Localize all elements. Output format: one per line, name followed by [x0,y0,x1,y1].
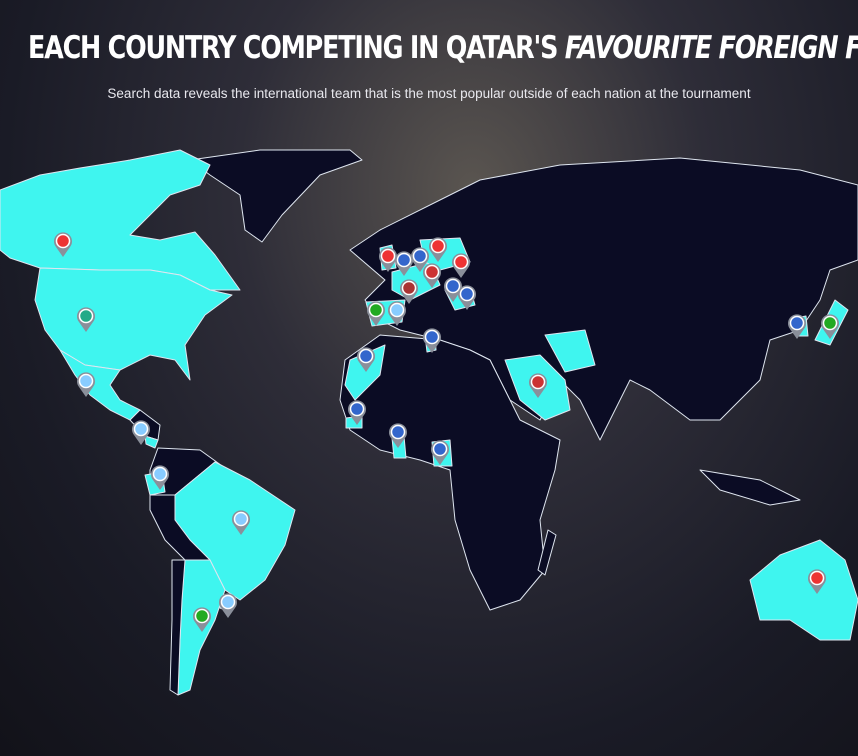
pin-flag [401,280,417,296]
pin-flag [233,511,249,527]
pin-flag [424,329,440,345]
pin-flag [220,594,236,610]
pin-flag [424,264,440,280]
pin-flag [396,252,412,268]
iran [544,329,596,373]
usa [34,267,233,381]
pin-flag [432,441,448,457]
pin-flag [380,248,396,264]
pin-flag [78,308,94,324]
pin-flag [78,373,94,389]
pin-flag [349,401,365,417]
australia [749,539,858,641]
pin-flag [358,348,374,364]
pin-flag [530,374,546,390]
subtitle: Search data reveals the international te… [107,86,751,101]
flag-pins [53,232,839,632]
pin-flag [152,466,168,482]
title: EACH COUNTRY COMPETING IN QATAR'S FAVOUR… [28,30,858,66]
pin-flag [412,248,428,264]
pin-flag [789,315,805,331]
pin-flag [389,302,405,318]
africa [339,334,561,611]
pin-flag [822,315,838,331]
pin-flag [55,233,71,249]
pin-flag [430,238,446,254]
pin-flag [445,278,461,294]
pin-flag [809,570,825,586]
title-emphasis: FAVOURITE FOREIGN FOOTBALL TEAM [564,30,858,66]
canada [0,149,241,291]
costa-rica [144,435,159,449]
morocco [344,344,386,401]
pin-flag [133,421,149,437]
greenland [189,149,363,243]
pin-flag [368,302,384,318]
chile [169,559,186,696]
pin-flag [453,254,469,270]
title-plain: EACH COUNTRY COMPETING IN QATAR'S [28,30,558,66]
indonesia [699,469,801,506]
pin-flag [194,608,210,624]
pin-flag [390,424,406,440]
pin-flag [459,286,475,302]
madagascar [537,529,557,576]
